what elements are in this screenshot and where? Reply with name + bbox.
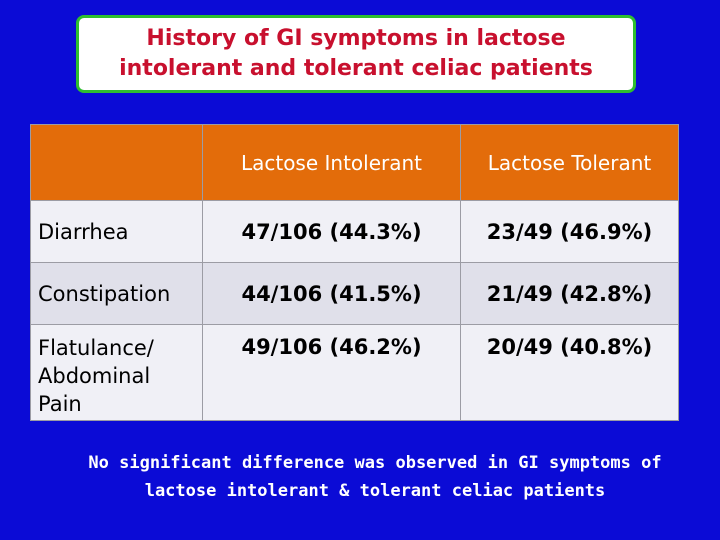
row-label-flatulance: Flatulance/ Abdominal Pain bbox=[30, 324, 203, 421]
conclusion-note: No significant difference was observed i… bbox=[30, 449, 720, 505]
row-label-line: Abdominal bbox=[38, 364, 151, 388]
header-lactose-tolerant: Lactose Tolerant bbox=[460, 124, 679, 201]
row-label-line: Pain bbox=[38, 392, 82, 416]
cell-constipation-intolerant: 44/106 (41.5%) bbox=[202, 262, 461, 325]
cell-flatulance-tolerant: 20/49 (40.8%) bbox=[460, 324, 679, 421]
title-line-1: History of GI symptoms in lactose bbox=[146, 26, 566, 51]
conclusion-line-2: lactose intolerant & tolerant celiac pat… bbox=[144, 481, 606, 501]
header-lactose-intolerant: Lactose Intolerant bbox=[202, 124, 461, 201]
table-row: Constipation 44/106 (41.5%) 21/49 (42.8%… bbox=[30, 262, 679, 325]
row-label-line: Flatulance/ bbox=[38, 336, 154, 360]
table-row: Flatulance/ Abdominal Pain 49/106 (46.2%… bbox=[30, 324, 679, 421]
symptom-table: Lactose Intolerant Lactose Tolerant Diar… bbox=[30, 124, 679, 421]
header-empty-cell bbox=[30, 124, 203, 201]
cell-diarrhea-intolerant: 47/106 (44.3%) bbox=[202, 200, 461, 263]
cell-flatulance-intolerant: 49/106 (46.2%) bbox=[202, 324, 461, 421]
table-header-row: Lactose Intolerant Lactose Tolerant bbox=[30, 124, 679, 201]
cell-constipation-tolerant: 21/49 (42.8%) bbox=[460, 262, 679, 325]
table-row: Diarrhea 47/106 (44.3%) 23/49 (46.9%) bbox=[30, 200, 679, 263]
conclusion-line-1: No significant difference was observed i… bbox=[88, 453, 662, 473]
row-label-diarrhea: Diarrhea bbox=[30, 200, 203, 263]
row-label-constipation: Constipation bbox=[30, 262, 203, 325]
title-line-2: intolerant and tolerant celiac patients bbox=[119, 56, 593, 81]
slide-title: History of GI symptoms in lactose intole… bbox=[76, 15, 636, 93]
cell-diarrhea-tolerant: 23/49 (46.9%) bbox=[460, 200, 679, 263]
